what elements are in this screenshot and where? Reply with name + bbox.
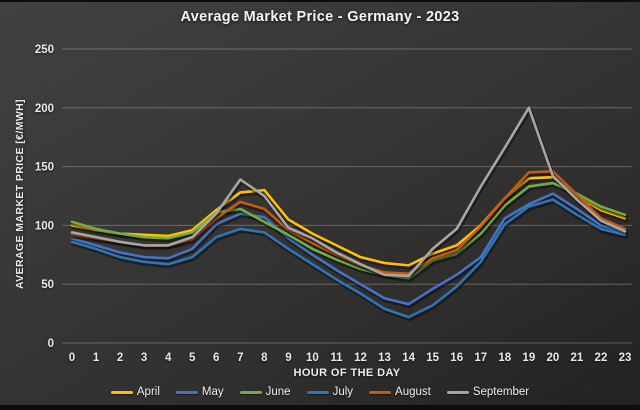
x-tick-label: 9 — [285, 352, 291, 364]
y-tick-label: 0 — [48, 338, 54, 350]
x-tick-label: 13 — [378, 352, 391, 364]
y-tick-label: 200 — [35, 103, 54, 115]
legend-label: May — [201, 386, 224, 398]
x-tick-label: 2 — [117, 352, 123, 364]
series-line-may[interactable] — [70, 192, 627, 306]
x-tick-label: 0 — [69, 352, 75, 364]
series-line-september[interactable] — [70, 106, 627, 278]
legend-swatch-july — [306, 390, 329, 394]
x-axis-title: HOUR OF THE DAY — [293, 367, 401, 379]
legend-label: June — [265, 386, 291, 398]
legend-swatch-june — [239, 390, 262, 394]
legend-item-april[interactable]: April — [110, 386, 160, 398]
y-tick-label: 100 — [35, 220, 54, 232]
x-tick-label: 20 — [546, 352, 559, 364]
legend-label: September — [472, 386, 530, 398]
legend-label: July — [332, 386, 354, 398]
series-shadow-june — [71, 183, 628, 283]
x-tick-label: 4 — [165, 352, 172, 364]
x-tick-label: 16 — [450, 352, 463, 364]
x-tick-label: 18 — [498, 352, 511, 364]
x-tick-label: 10 — [306, 352, 319, 364]
x-tick-label: 22 — [595, 352, 608, 364]
x-tick-label: 11 — [330, 352, 343, 364]
legend-item-september[interactable]: September — [446, 386, 530, 398]
legend-item-june[interactable]: June — [239, 386, 291, 398]
legend-item-august[interactable]: August — [369, 386, 431, 398]
legend-label: April — [136, 386, 160, 398]
series-line-july[interactable] — [70, 198, 627, 319]
x-tick-label: 7 — [237, 352, 243, 364]
x-tick-label: 3 — [141, 352, 147, 364]
series-line-april[interactable] — [70, 175, 627, 267]
series-shadow-august — [71, 171, 628, 278]
x-tick-label: 1 — [93, 352, 100, 364]
x-tick-label: 21 — [571, 352, 584, 364]
y-tick-label: 150 — [35, 162, 54, 174]
x-tick-label: 5 — [189, 352, 196, 364]
legend-swatch-august — [369, 390, 392, 394]
legend-swatch-september — [446, 390, 469, 394]
legend-label: August — [395, 386, 431, 398]
x-tick-label: 14 — [402, 352, 415, 364]
legend-item-may[interactable]: May — [175, 386, 224, 398]
legend-swatch-april — [110, 390, 133, 394]
x-tick-label: 23 — [619, 352, 632, 364]
x-tick-label: 19 — [522, 352, 535, 364]
x-tick-label: 17 — [474, 352, 487, 364]
chart-title: Average Market Price - Germany - 2023 — [180, 9, 460, 25]
x-tick-label: 8 — [261, 352, 268, 364]
y-tick-label: 50 — [41, 279, 54, 291]
x-tick-label: 15 — [426, 352, 439, 364]
x-tick-label: 6 — [213, 352, 219, 364]
y-tick-label: 250 — [35, 44, 54, 56]
chart-legend: April May June July August September — [0, 386, 640, 398]
series-shadow-april — [71, 177, 628, 270]
legend-swatch-may — [175, 390, 198, 394]
series-line-june[interactable] — [70, 181, 627, 280]
legend-item-july[interactable]: July — [306, 386, 354, 398]
x-tick-label: 12 — [354, 352, 367, 364]
